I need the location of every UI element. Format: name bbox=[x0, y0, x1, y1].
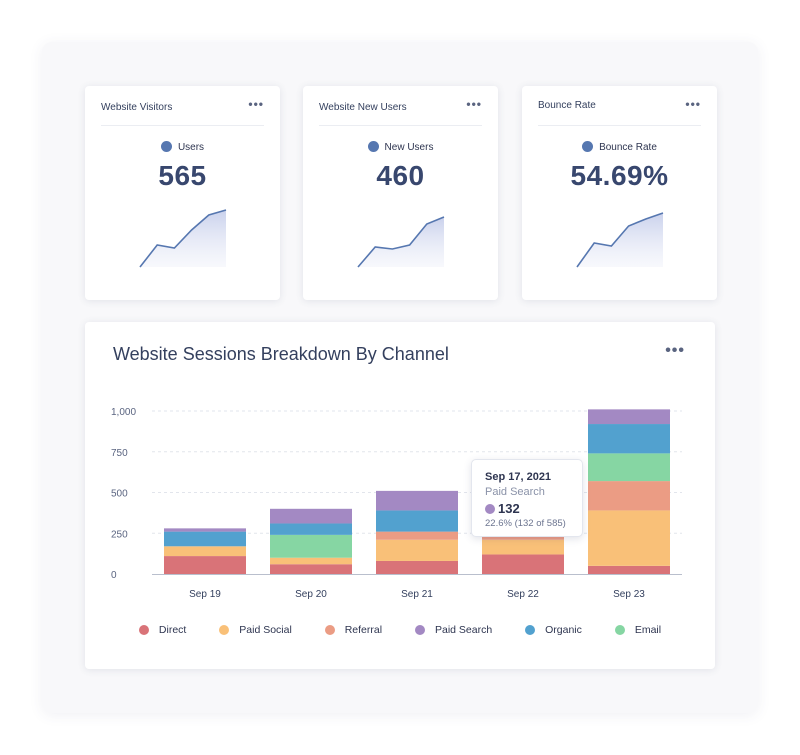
bar-segment[interactable] bbox=[270, 523, 352, 535]
tooltip-date: Sep 17, 2021 bbox=[485, 471, 552, 483]
legend-dot-icon bbox=[160, 141, 172, 152]
bar-segment[interactable] bbox=[270, 508, 352, 524]
legend-item-paid-social[interactable]: Paid Social bbox=[219, 624, 292, 636]
bar-segment[interactable] bbox=[482, 554, 564, 574]
divider bbox=[101, 125, 264, 126]
bar-segment[interactable] bbox=[482, 539, 564, 555]
kpi-title: Website Visitors bbox=[101, 102, 173, 113]
bar-segment[interactable] bbox=[164, 528, 246, 532]
kpi-value: 565 bbox=[158, 160, 207, 191]
bar-segment[interactable] bbox=[376, 539, 458, 561]
sparkline-chart bbox=[357, 216, 445, 268]
legend-label: Direct bbox=[158, 624, 187, 636]
sparkline-line bbox=[357, 216, 445, 268]
tooltip-detail: 22.6% (132 of 585) bbox=[485, 518, 566, 529]
legend-label: Paid Social bbox=[239, 624, 292, 636]
legend-item-organic[interactable]: Organic bbox=[525, 624, 582, 636]
x-tick-label: Sep 20 bbox=[295, 589, 327, 600]
kpi-legend: Users bbox=[85, 141, 280, 153]
legend-label: Referral bbox=[344, 624, 383, 636]
bar-segment[interactable] bbox=[376, 510, 458, 532]
bar-segment[interactable] bbox=[164, 546, 246, 557]
legend-dot-icon bbox=[415, 625, 425, 635]
kpi-value: 460 bbox=[376, 160, 425, 191]
bar-segment[interactable] bbox=[270, 534, 352, 558]
sparkline-area bbox=[577, 213, 663, 267]
legend-item-referral[interactable]: Referral bbox=[324, 624, 383, 636]
more-options-icon[interactable]: ••• bbox=[685, 97, 701, 111]
kpi-title: Bounce Rate bbox=[538, 100, 596, 111]
bar-segment[interactable] bbox=[270, 564, 352, 574]
bar-segment[interactable] bbox=[376, 531, 458, 540]
legend-dot-icon bbox=[219, 625, 230, 635]
bar-segment[interactable] bbox=[270, 557, 352, 565]
sparkline-line bbox=[139, 209, 227, 268]
bar-segment[interactable] bbox=[588, 424, 670, 454]
kpi-value: 54.69% bbox=[570, 160, 669, 191]
legend-label: Paid Search bbox=[435, 624, 493, 636]
bar-segment[interactable] bbox=[164, 556, 246, 574]
bar-segment[interactable] bbox=[376, 490, 458, 511]
y-tick-label: 250 bbox=[111, 529, 128, 540]
more-options-icon[interactable]: ••• bbox=[248, 97, 264, 111]
kpi-legend-label: Users bbox=[177, 142, 205, 153]
sparkline-chart bbox=[139, 209, 227, 268]
sparkline-area bbox=[140, 210, 226, 267]
legend-dot-icon bbox=[582, 141, 594, 152]
legend-label: Email bbox=[634, 624, 662, 636]
legend-dot-icon bbox=[525, 625, 536, 635]
kpi-legend-label: Bounce Rate bbox=[599, 142, 657, 153]
bar-segment[interactable] bbox=[588, 510, 670, 566]
more-options-icon[interactable]: ••• bbox=[466, 97, 482, 111]
sparkline-line bbox=[576, 212, 664, 268]
legend-dot-icon bbox=[324, 625, 335, 635]
bar-segment[interactable] bbox=[376, 560, 458, 574]
x-tick-label: Sep 23 bbox=[613, 589, 645, 600]
kpi-legend: Bounce Rate bbox=[522, 141, 717, 153]
chart-legend: Direct Paid Social Referral Paid Search … bbox=[0, 624, 800, 638]
kpi-card-bounce-rate: Bounce Rate ••• Bounce Rate 54.69% bbox=[522, 86, 717, 300]
chart-tooltip: Sep 17, 2021 Paid Search 132 22.6% (132 … bbox=[471, 459, 583, 537]
kpi-card-website-visitors: Website Visitors ••• Users 565 bbox=[85, 86, 280, 300]
y-tick-label: 1,000 bbox=[111, 407, 136, 418]
bar-segment[interactable] bbox=[588, 453, 670, 482]
tooltip-series: Paid Search bbox=[485, 486, 545, 498]
bar-segment[interactable] bbox=[164, 531, 246, 547]
y-tick-label: 0 bbox=[111, 570, 117, 581]
chart-title: Website Sessions Breakdown By Channel bbox=[113, 344, 449, 364]
x-tick-label: Sep 22 bbox=[507, 589, 539, 600]
divider bbox=[319, 125, 482, 126]
legend-dot-icon bbox=[367, 141, 379, 152]
x-tick-label: Sep 19 bbox=[189, 589, 221, 600]
kpi-legend: New Users bbox=[303, 141, 498, 153]
legend-item-paid-search[interactable]: Paid Search bbox=[415, 624, 492, 636]
bar-segment[interactable] bbox=[588, 565, 670, 574]
legend-item-email[interactable]: Email bbox=[614, 624, 662, 636]
x-tick-label: Sep 21 bbox=[401, 589, 433, 600]
sparkline-chart bbox=[576, 212, 664, 268]
bar-segment[interactable] bbox=[588, 409, 670, 425]
series-dot-icon bbox=[485, 504, 495, 514]
legend-label: Organic bbox=[545, 624, 582, 636]
divider bbox=[538, 125, 701, 126]
kpi-card-website-new-users: Website New Users ••• New Users 460 bbox=[303, 86, 498, 300]
kpi-title: Website New Users bbox=[319, 102, 407, 113]
legend-item-direct[interactable]: Direct bbox=[138, 624, 187, 636]
legend-dot-icon bbox=[138, 625, 149, 635]
y-tick-label: 500 bbox=[111, 489, 128, 500]
kpi-legend-label: New Users bbox=[384, 142, 434, 153]
bar-segment[interactable] bbox=[588, 481, 670, 511]
y-tick-label: 750 bbox=[111, 448, 128, 459]
tooltip-value-row: 132 bbox=[485, 501, 520, 516]
legend-dot-icon bbox=[614, 625, 625, 635]
tooltip-value: 132 bbox=[498, 501, 520, 516]
more-options-icon[interactable]: ••• bbox=[665, 342, 685, 359]
